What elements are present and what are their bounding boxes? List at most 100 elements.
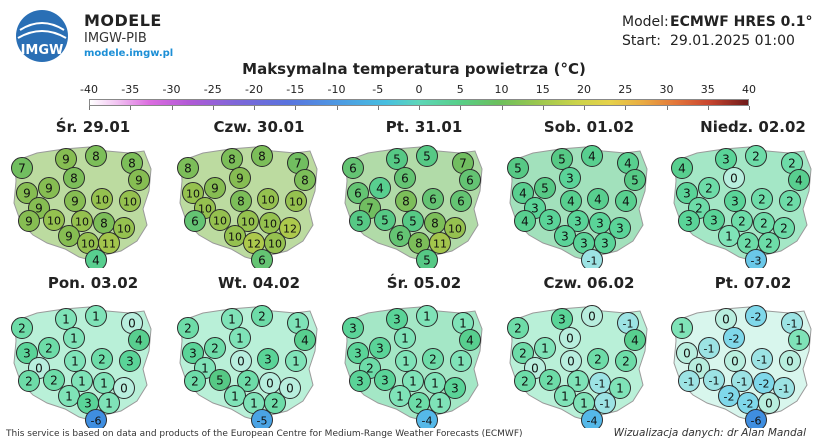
station-marker: -1 [594,392,616,414]
colorbar-tick [707,106,709,110]
poland-map: 4 3 2 2 4 3 2 0 3 2 2 2 3 2 2 2 3 1 2 2 -3 [669,143,819,268]
station-marker: 1 [287,312,309,334]
station-marker: 5 [416,249,438,268]
station-value: 10 [75,216,89,229]
station-circle [703,369,725,391]
station-marker: 2 [698,177,720,199]
station-marker: 1 [58,385,80,407]
station-value: 9 [65,230,73,244]
station-value: 0 [128,317,136,331]
station-circle [177,157,199,179]
station-marker: 2 [587,348,609,370]
colorbar-tick-label: 30 [659,83,674,96]
station-value: 10 [81,238,95,251]
station-marker: 2 [539,369,561,391]
poland-map: 2 3 0 -1 4 2 1 0 0 2 2 0 2 1 -1 1 2 1 1 -1 -4 [505,303,655,428]
station-value: 0 [730,172,738,186]
station-marker: 10 [71,210,93,232]
station-marker: 10 [257,188,279,210]
station-marker: 1 [394,327,416,349]
station-marker: 3 [342,317,364,339]
station-value: -1 [757,354,768,367]
station-marker: -1 [581,249,603,268]
station-marker: 2 [204,337,226,359]
station-circle [221,148,243,170]
station-circle [567,370,589,392]
station-value: 1 [236,332,244,346]
map-title: Maksymalna temperatura powietrza (°C) [242,60,586,78]
station-marker: 4 [671,157,693,179]
colorbar-tick [542,106,544,110]
station-marker: 1 [534,337,556,359]
station-circle [285,190,307,212]
station-value: 6 [191,215,199,229]
brand: MODELE IMGW-PIB modele.imgw.pl [84,11,173,59]
station-circle [514,210,536,232]
station-marker: 1 [98,392,120,414]
station-value: 2 [622,355,630,369]
station-marker: 1 [671,317,693,339]
station-circle [416,409,438,428]
station-circle [11,157,33,179]
model-label: Model: [622,14,669,30]
station-value: -1 [595,378,606,391]
station-circle [444,217,466,239]
station-marker: 3 [539,209,561,231]
station-value: 3 [710,214,718,228]
station-value: 10 [123,196,137,209]
poland-map: 8 8 8 7 8 10 9 9 8 10 10 10 10 10 10 12 6 10 12 10 6 [175,143,325,268]
station-marker: -6 [85,409,107,428]
station-circle [38,177,60,199]
station-marker: 4 [459,329,481,351]
station-marker: 2 [512,342,534,364]
station-circle [703,209,725,231]
station-value: 3 [731,195,739,209]
station-value: 2 [271,397,279,411]
station-marker: 3 [369,337,391,359]
brand-link[interactable]: modele.imgw.pl [84,48,174,59]
station-marker: 9 [128,169,150,191]
model-value: ECMWF HRES 0.1° [670,14,813,30]
station-value: 6 [349,162,357,176]
station-circle [224,385,246,407]
station-circle [18,370,40,392]
station-value: 11 [433,238,447,251]
station-marker: 12 [279,217,301,239]
station-value: 2 [594,353,602,367]
day-title: Sob. 01.02 [543,118,635,136]
station-value: 10 [263,218,277,231]
station-circle [731,370,753,392]
station-value: 5 [356,215,364,229]
station-marker: 2 [751,188,773,210]
station-marker: 3 [594,232,616,254]
station-value: -5 [257,415,268,428]
station-marker: 2 [745,145,767,167]
station-circle [534,337,556,359]
station-value: 4 [376,182,384,196]
station-marker: 3 [119,350,141,372]
station-circle [85,145,107,167]
station-marker: 0 [559,327,581,349]
station-value: 3 [264,353,272,367]
station-value: 1 [725,230,733,244]
station-marker: 9 [55,148,77,170]
station-value: 3 [596,217,604,231]
station-circle [459,169,481,191]
colorbar-tick [749,106,750,110]
station-circle [119,350,141,372]
colorbar-tick-label: 40 [742,83,756,96]
station-value: 4 [588,150,596,164]
station-marker: 10 [285,190,307,212]
station-value: 8 [402,195,410,209]
poland-map: 2 1 1 0 4 3 2 1 1 2 3 0 2 1 1 0 2 1 3 1 -6 [9,303,159,428]
station-circle [177,317,199,339]
station-circle [369,337,391,359]
station-circle [71,210,93,232]
station-marker: -1 [703,369,725,391]
station-circle [779,350,801,372]
station-marker: 4 [85,249,107,268]
station-value: 5 [558,153,566,167]
station-marker: 1 [224,385,246,407]
station-marker: 5 [534,177,556,199]
